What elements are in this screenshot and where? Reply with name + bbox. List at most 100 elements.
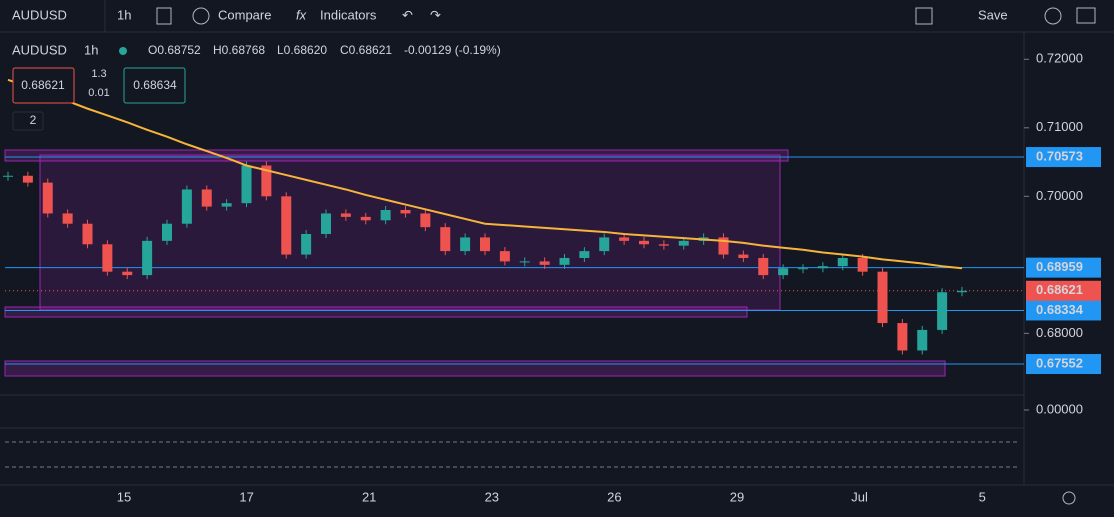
level-label-bg	[1026, 300, 1101, 321]
buy-button[interactable]	[123, 67, 186, 104]
compare-button[interactable]: Compare	[218, 7, 271, 22]
y-tick-label: 0.00000	[1036, 401, 1083, 416]
candle	[599, 237, 610, 252]
x-tick-label: 15	[117, 489, 131, 504]
level-label-bg	[1026, 354, 1101, 375]
candle	[877, 271, 888, 324]
x-tick-label: 17	[239, 489, 253, 504]
candle	[460, 237, 471, 252]
x-tick-label: 21	[362, 489, 376, 504]
support-zone	[4, 306, 748, 318]
legend-symbol: AUDUSD	[12, 42, 67, 57]
candle	[102, 244, 113, 272]
indicators-button[interactable]: Indicators	[320, 7, 377, 22]
settings-button[interactable]	[1044, 7, 1062, 25]
candle	[718, 237, 729, 255]
x-tick-label: 5	[979, 489, 986, 504]
candle	[122, 271, 133, 276]
legend-change: -0.00129 (-0.19%)	[404, 43, 501, 57]
toolbar	[0, 0, 1114, 32]
candle	[62, 213, 73, 224]
candle	[340, 213, 351, 217]
candle	[480, 237, 490, 252]
axis-settings[interactable]	[1062, 491, 1076, 505]
candle	[917, 329, 928, 351]
legend-interval: 1h	[84, 42, 98, 57]
level-label: 0.67552	[1036, 355, 1083, 370]
candle	[142, 240, 153, 276]
candle	[559, 257, 570, 265]
snapshot-button[interactable]	[1076, 7, 1096, 24]
indicator-toggle[interactable]	[12, 111, 44, 131]
x-tick-label: 23	[485, 489, 499, 504]
level-label-bg	[1026, 147, 1101, 168]
candle	[678, 240, 689, 246]
candle	[937, 292, 948, 330]
last-price-bg	[1026, 280, 1101, 301]
candle	[579, 251, 590, 258]
x-tick-label: Jul	[851, 489, 868, 504]
indicator-count: 2	[30, 113, 37, 127]
candle	[201, 189, 212, 207]
candle	[22, 175, 33, 183]
candle	[3, 175, 13, 177]
candle	[758, 257, 769, 276]
candle	[658, 244, 669, 246]
candle	[857, 257, 868, 272]
chart-type-button[interactable]	[156, 7, 172, 25]
candle	[499, 251, 510, 262]
last-price-label: 0.68621	[1036, 282, 1083, 297]
quantity: 0.01	[88, 87, 109, 99]
candle	[400, 210, 411, 214]
level-label: 0.68959	[1036, 259, 1083, 274]
candle	[440, 227, 451, 252]
candle	[221, 203, 232, 207]
resistance-zone	[4, 149, 789, 162]
symbol-button[interactable]: AUDUSD	[12, 7, 67, 22]
y-tick-label: 0.72000	[1036, 51, 1083, 66]
candle	[380, 210, 391, 221]
candle	[897, 323, 908, 351]
candle	[241, 165, 252, 204]
candle	[261, 165, 272, 197]
candle	[817, 266, 828, 269]
sell-button[interactable]	[12, 67, 75, 104]
candle	[778, 268, 789, 276]
candle	[519, 261, 530, 263]
undo-button[interactable]: ↶	[402, 7, 413, 22]
moving-average	[7, 78, 963, 270]
y-tick-label: 0.71000	[1036, 119, 1083, 134]
candle	[181, 189, 192, 224]
y-tick-label: 0.68000	[1036, 325, 1083, 340]
y-tick-label: 0.70000	[1036, 188, 1083, 203]
level-label: 0.68334	[1036, 302, 1084, 317]
candle	[301, 233, 312, 255]
legend-close: C0.68621	[340, 43, 392, 57]
candle	[360, 216, 371, 221]
range-zone	[39, 154, 781, 311]
candle	[420, 213, 431, 228]
legend-open: O0.68752	[148, 43, 201, 57]
candle	[539, 261, 550, 265]
buy-price: 0.68634	[133, 78, 177, 92]
redo-button[interactable]: ↷	[430, 7, 441, 22]
interval-button[interactable]: 1h	[117, 7, 131, 22]
level-label: 0.70573	[1036, 148, 1083, 163]
save-button[interactable]: Save	[978, 7, 1008, 22]
candle	[321, 213, 331, 234]
candle	[639, 240, 649, 245]
compare-icon	[192, 7, 210, 25]
candle	[162, 223, 172, 241]
candle	[798, 268, 808, 270]
support-zone	[4, 360, 946, 377]
indicators-icon: fx	[296, 7, 307, 22]
legend-low: L0.68620	[277, 43, 327, 57]
candle	[837, 257, 848, 267]
fullscreen-button[interactable]	[915, 7, 933, 25]
sell-price: 0.68621	[21, 78, 65, 92]
candle	[281, 196, 292, 255]
candle	[619, 237, 630, 241]
legend-high: H0.68768	[213, 43, 265, 57]
